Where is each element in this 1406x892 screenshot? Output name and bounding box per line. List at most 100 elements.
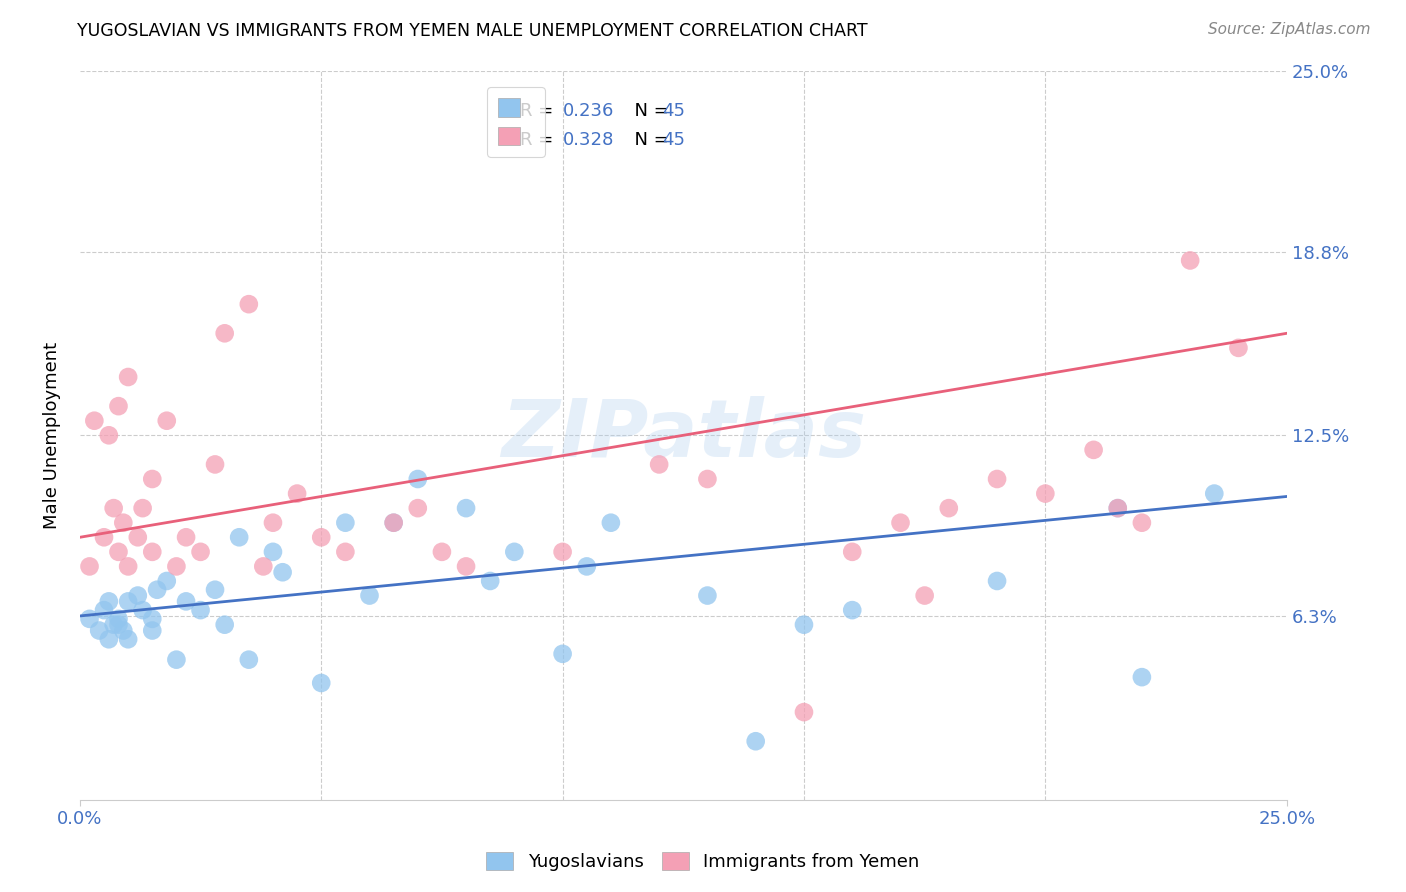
Point [309,676,332,690]
Point [309,530,332,544]
Text: YUGOSLAVIAN VS IMMIGRANTS FROM YEMEN MALE UNEMPLOYMENT CORRELATION CHART: YUGOSLAVIAN VS IMMIGRANTS FROM YEMEN MAL… [77,22,868,40]
Point [793,617,815,632]
Text: N =: N = [623,102,675,120]
Point [1227,341,1250,355]
Point [97,428,120,442]
Point [335,545,357,559]
Point [156,414,179,428]
Text: N =: N = [623,131,675,149]
Point [214,326,236,341]
Point [986,574,1008,588]
Point [841,603,863,617]
Point [1178,253,1201,268]
Point [156,574,179,588]
Point [165,559,187,574]
Point [382,516,405,530]
Point [190,545,212,559]
Point [503,545,526,559]
Point [696,472,718,486]
Point [551,545,574,559]
Point [93,603,115,617]
Point [127,530,149,544]
Text: R =: R = [520,131,560,149]
Point [262,545,284,559]
Point [238,653,260,667]
Text: ZIPatlas: ZIPatlas [501,396,866,475]
Point [479,574,502,588]
Point [1130,670,1153,684]
Point [285,486,308,500]
Point [914,589,936,603]
Point [1130,516,1153,530]
Point [141,624,163,638]
Point [599,516,621,530]
Point [1107,501,1129,516]
Point [190,603,212,617]
Point [1083,442,1105,457]
Point [575,559,598,574]
Y-axis label: Male Unemployment: Male Unemployment [44,342,60,529]
Point [103,617,125,632]
Legend: , : , [486,87,546,157]
Point [79,612,101,626]
Point [131,603,153,617]
Point [127,589,149,603]
Point [271,566,294,580]
Point [117,559,139,574]
Point [744,734,766,748]
Point [89,624,111,638]
Point [204,458,226,472]
Text: R =: R = [520,102,560,120]
Point [204,582,226,597]
Point [1204,486,1226,500]
Point [238,297,260,311]
Point [97,632,120,647]
Point [107,545,129,559]
Point [406,501,429,516]
Point [112,624,135,638]
Point [938,501,960,516]
Point [117,632,139,647]
Point [793,705,815,719]
Point [83,414,105,428]
Text: Source: ZipAtlas.com: Source: ZipAtlas.com [1208,22,1371,37]
Point [93,530,115,544]
Point [214,617,236,632]
Point [406,472,429,486]
Point [107,612,129,626]
Point [382,516,405,530]
Point [841,545,863,559]
Point [141,472,163,486]
Text: 0.236: 0.236 [562,102,614,120]
Point [889,516,911,530]
Point [117,594,139,608]
Point [146,582,169,597]
Point [430,545,453,559]
Point [696,589,718,603]
Point [335,516,357,530]
Point [141,545,163,559]
Point [131,501,153,516]
Point [174,530,197,544]
Point [103,501,125,516]
Point [165,653,187,667]
Point [228,530,250,544]
Point [454,501,477,516]
Point [262,516,284,530]
Point [79,559,101,574]
Point [107,399,129,413]
Point [359,589,381,603]
Point [107,617,129,632]
Point [551,647,574,661]
Text: 45: 45 [662,131,685,149]
Point [1107,501,1129,516]
Point [97,594,120,608]
Point [174,594,197,608]
Point [648,458,671,472]
Text: 0.328: 0.328 [562,131,614,149]
Legend: Yugoslavians, Immigrants from Yemen: Yugoslavians, Immigrants from Yemen [479,845,927,879]
Point [117,370,139,384]
Point [1033,486,1056,500]
Point [252,559,274,574]
Point [112,516,135,530]
